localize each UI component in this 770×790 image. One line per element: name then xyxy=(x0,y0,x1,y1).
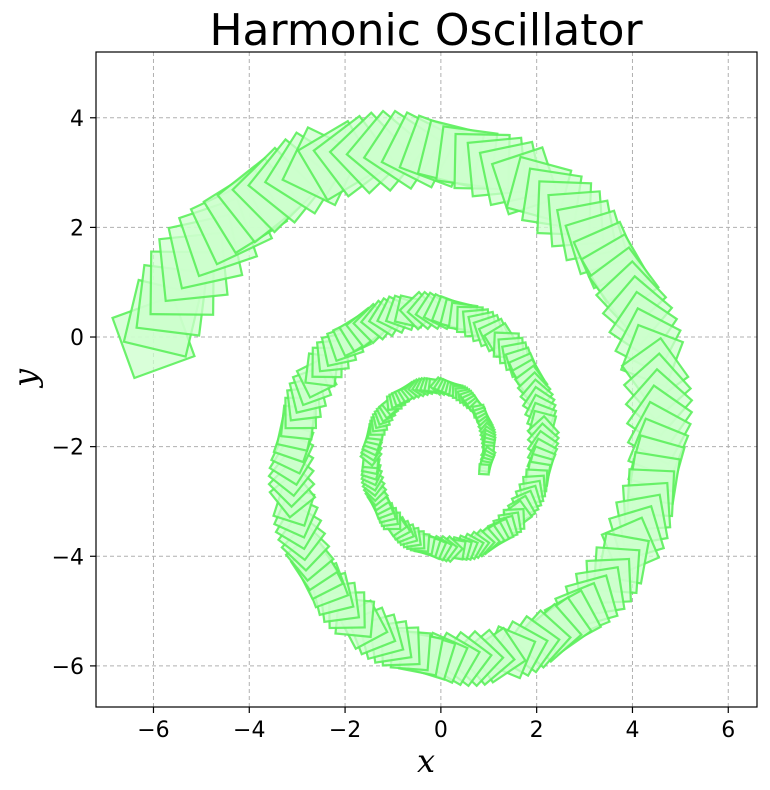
y-tick-label: 2 xyxy=(70,216,84,241)
x-tick-label: 2 xyxy=(530,718,544,743)
data-point xyxy=(477,463,491,476)
y-tick-label: 4 xyxy=(70,107,84,132)
x-tick-label: −4 xyxy=(233,718,265,743)
x-tick-label: 4 xyxy=(625,718,639,743)
axis-ticks: −6 −4 −2 0 2 4 6 −6 −4 −2 0 2 4 xyxy=(52,107,736,743)
y-tick-label: −6 xyxy=(52,655,84,680)
y-tick-label: −2 xyxy=(52,436,84,461)
y-tick-label: 0 xyxy=(70,326,84,351)
plot-frame xyxy=(95,51,758,708)
x-tick-label: 6 xyxy=(721,718,735,743)
x-tick-label: −2 xyxy=(329,718,361,743)
x-axis-label: x xyxy=(417,742,435,780)
y-axis-label: y xyxy=(6,368,44,389)
y-tick-label: −4 xyxy=(52,545,84,570)
marker-series xyxy=(111,109,694,688)
chart-title: Harmonic Oscillator xyxy=(209,5,643,56)
x-tick-label: 0 xyxy=(434,718,448,743)
x-tick-label: −6 xyxy=(137,718,169,743)
